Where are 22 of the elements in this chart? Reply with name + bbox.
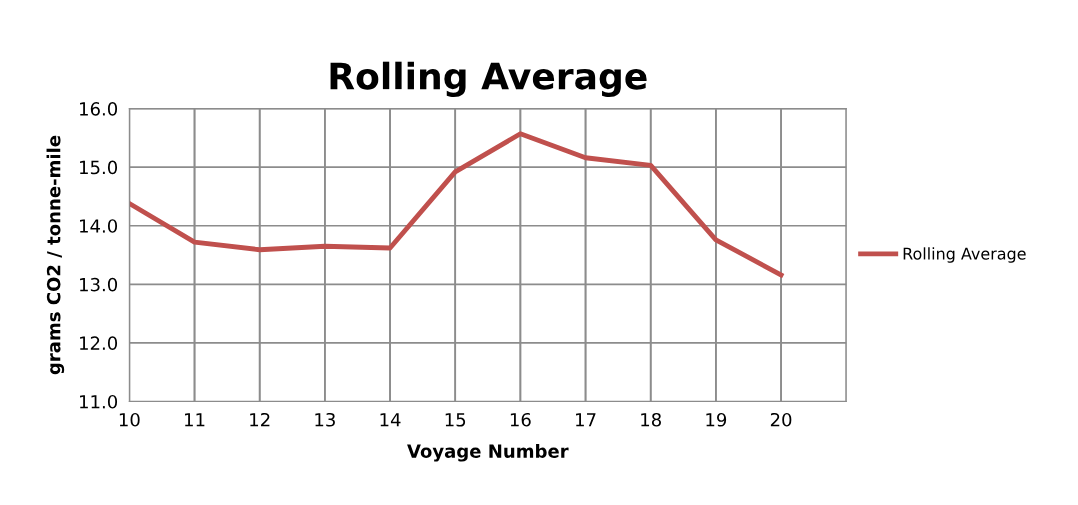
x-tick-label: 19 bbox=[706, 412, 727, 427]
x-tick-label: 20 bbox=[770, 412, 792, 427]
x-tick-label: 16 bbox=[510, 412, 531, 427]
x-tick-label: 13 bbox=[315, 412, 335, 427]
y-axis-title: grams CO2 / tonne-mile bbox=[46, 135, 65, 375]
y-tick-label: 15.0 bbox=[80, 160, 118, 175]
legend-label: Rolling Average bbox=[903, 247, 1026, 263]
x-tick-label: 12 bbox=[250, 412, 270, 427]
chart-title: Rolling Average bbox=[330, 61, 647, 97]
x-tick-label: 17 bbox=[576, 413, 596, 427]
line-series bbox=[129, 131, 784, 278]
x-tick-label: 18 bbox=[641, 412, 661, 427]
x-axis-title: Voyage Number bbox=[407, 443, 569, 462]
y-tick-label: 13.0 bbox=[80, 277, 118, 292]
y-tick-label: 11.0 bbox=[80, 394, 118, 409]
x-tick-label: 14 bbox=[380, 413, 401, 427]
y-tick-label: 12.0 bbox=[80, 336, 118, 351]
y-tick-label: 16.0 bbox=[80, 102, 118, 116]
x-tick-label: 15 bbox=[445, 413, 466, 427]
x-tick-label: 11 bbox=[185, 413, 205, 427]
y-tick-label: 14.0 bbox=[80, 219, 118, 233]
x-tick-label: 10 bbox=[119, 412, 140, 427]
